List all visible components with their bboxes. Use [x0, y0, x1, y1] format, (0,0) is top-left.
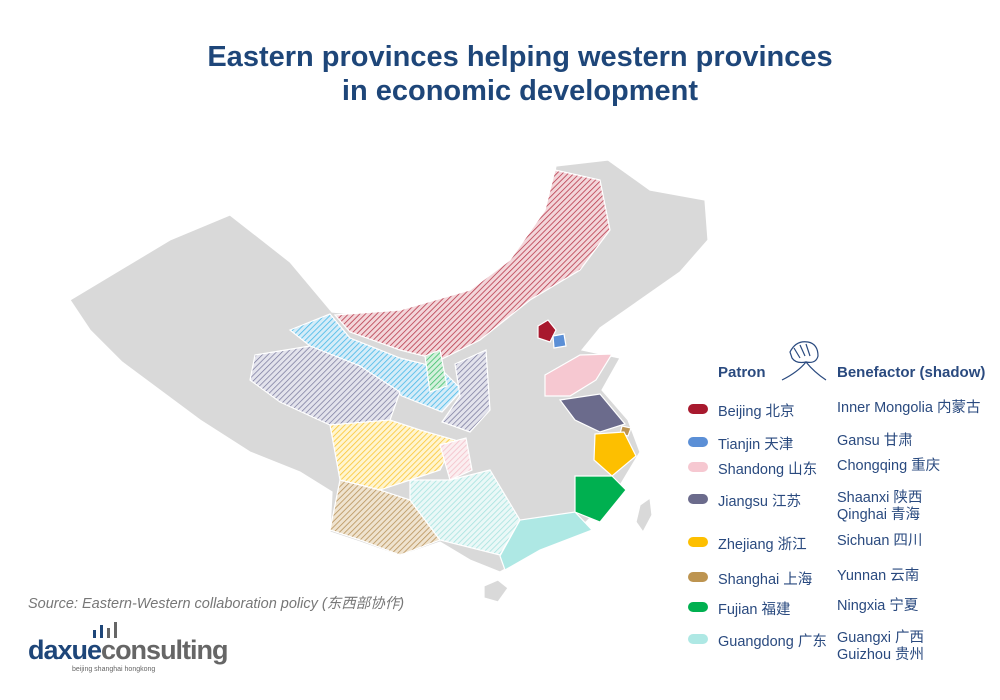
legend-patron: Tianjin 天津	[718, 437, 794, 453]
title-line-2: in economic development	[341, 75, 699, 107]
legend-benefactor-line: Chongqing 重庆	[837, 458, 941, 474]
region-yunnan	[329, 479, 441, 556]
legend-benefactor: Yunnan 云南	[837, 568, 919, 585]
legend-benefactor-line: Yunnan 云南	[837, 568, 920, 584]
legend-swatch	[688, 494, 708, 504]
region-tianjin	[552, 333, 567, 349]
logo-part1: daxue	[28, 635, 102, 665]
page-title: Eastern provinces helping western provin…	[0, 40, 1000, 108]
title-line-1: Eastern provinces helping western provin…	[207, 41, 833, 73]
region-shaanxi	[441, 349, 491, 433]
legend-benefactor: Ningxia 宁夏	[837, 598, 918, 615]
legend-benefactor-line: Shaanxi 陕西	[837, 490, 923, 506]
region-jiangsu	[558, 393, 627, 433]
legend-patron: Guangdong 广东	[718, 634, 827, 650]
legend-swatch	[688, 602, 708, 612]
legend-swatch	[688, 404, 708, 414]
region-inner-mongolia	[333, 169, 611, 361]
hainan	[483, 579, 509, 603]
legend-benefactor: Sichuan 四川	[837, 533, 922, 550]
source-note: Source: Eastern-Western collaboration po…	[28, 596, 405, 612]
patron-header: Patron	[718, 364, 766, 381]
legend-patron: Fujian 福建	[718, 602, 791, 618]
legend-benefactor-line: Ningxia 宁夏	[837, 598, 919, 614]
legend-benefactor-line: Qinghai 青海	[837, 507, 921, 523]
logo-part2: consulting	[101, 635, 228, 665]
legend-swatch	[688, 634, 708, 644]
legend-patron: Zhejiang 浙江	[718, 537, 807, 553]
legend-swatch	[688, 462, 708, 472]
logo-tagline: beijing shanghai hongkong	[72, 666, 156, 673]
legend-swatch	[688, 537, 708, 547]
legend-benefactor-line: Inner Mongolia 内蒙古	[837, 400, 981, 416]
region-fujian	[574, 475, 627, 523]
benefactor-header: Benefactor (shadow)	[837, 364, 986, 381]
legend-swatch	[688, 437, 708, 447]
legend-benefactor-line: Gansu 甘肃	[837, 433, 913, 449]
legend-benefactor-line: Sichuan 四川	[837, 533, 923, 549]
region-guangdong	[499, 511, 594, 571]
region-shandong	[544, 353, 614, 397]
legend-benefactor: Gansu 甘肃	[837, 433, 913, 450]
logo-wordmark: daxueconsulting	[28, 635, 229, 665]
handshake-icon	[781, 341, 827, 381]
legend-patron: Shanghai 上海	[718, 572, 813, 588]
region-chongqing	[439, 437, 473, 481]
legend-benefactor: Guangxi 广西 Guizhou 贵州	[837, 630, 924, 664]
legend-benefactor: Shaanxi 陕西 Qinghai 青海	[837, 490, 922, 524]
legend-benefactor-line: Guizhou 贵州	[837, 647, 925, 663]
legend-swatch	[688, 572, 708, 582]
taiwan	[635, 496, 653, 534]
legend-patron: Beijing 北京	[718, 404, 795, 420]
bar-chart-logo-icon	[93, 622, 117, 638]
region-zhejiang	[593, 431, 637, 477]
legend-benefactor: Chongqing 重庆	[837, 458, 940, 475]
legend-benefactor: Inner Mongolia 内蒙古	[837, 400, 980, 417]
region-ningxia	[424, 349, 448, 393]
legend-patron: Jiangsu 江苏	[718, 494, 802, 510]
legend-benefactor-line: Guangxi 广西	[837, 630, 925, 646]
legend-patron: Shandong 山东	[718, 462, 818, 478]
